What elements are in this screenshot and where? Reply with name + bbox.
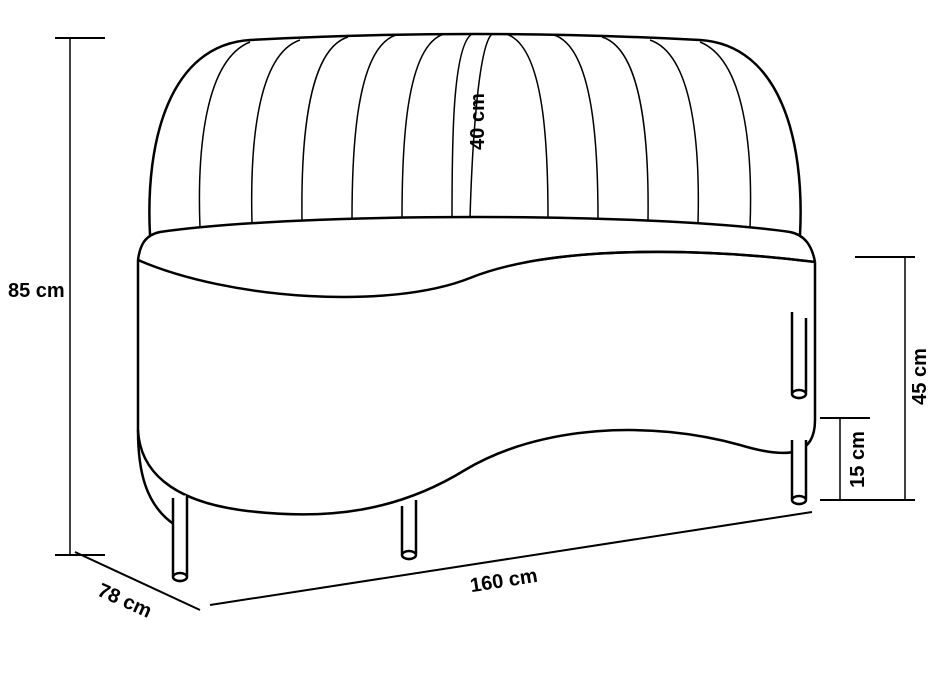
- diagram-stage: 85 cm 40 cm 45 cm 15 cm 160 cm 78 cm: [0, 0, 950, 690]
- label-total-height: 85 cm: [8, 280, 65, 303]
- label-backrest-height: 40 cm: [467, 93, 490, 150]
- label-leg-height: 15 cm: [847, 431, 870, 488]
- body-outline: [138, 260, 815, 514]
- label-seat-height: 45 cm: [909, 348, 932, 405]
